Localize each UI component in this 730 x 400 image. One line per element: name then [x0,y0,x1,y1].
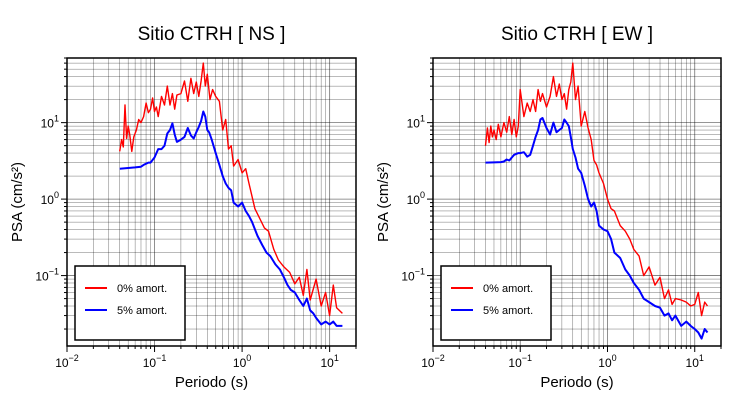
x-tick-label: 10−1 [143,353,167,370]
plot-frame [66,57,357,347]
tick-base: 10 [401,270,415,284]
x-tick-label: 100 [233,353,251,370]
x-tick-label: 10−1 [508,353,532,370]
x-tick-label: 100 [598,353,616,370]
y-tick-label: 101 [41,114,59,131]
tick-base: 10 [41,117,55,131]
tick-base: 10 [421,356,435,370]
y-axis-label: PSA (cm/s²) [9,162,26,242]
legend-label: 0% amort. [117,283,167,295]
tick-exponent: −1 [415,267,425,277]
tick-base: 10 [407,117,421,131]
plot-frame [432,57,722,347]
x-axis-label: Periodo (s) [175,374,248,391]
tick-exponent: 1 [334,353,339,363]
legend-box [74,265,186,341]
y-tick-label: 101 [407,114,425,131]
tick-exponent: −1 [156,353,166,363]
tick-base: 10 [143,356,157,370]
legend-box [440,265,552,341]
tick-exponent: −2 [69,353,79,363]
tick-exponent: −2 [435,353,445,363]
y-axis-label: PSA (cm/s²) [375,162,392,242]
tick-exponent: 1 [54,114,59,124]
legend: 0% amort. 5% amort. [74,265,186,341]
x-tick-label: 101 [686,353,704,370]
chart-title: Sitio CTRH [ EW ] [501,24,653,45]
tick-exponent: −1 [522,353,532,363]
series-line-damping-5 [119,110,343,327]
tick-base: 10 [35,270,49,284]
tick-base: 10 [320,356,334,370]
legend-label: 5% amort. [483,305,533,317]
tick-exponent: 1 [420,114,425,124]
chart-title: Sitio CTRH [ NS ] [138,24,286,45]
tick-base: 10 [508,356,522,370]
series-line-damping-5 [485,117,709,340]
tick-base: 10 [55,356,69,370]
x-tick-label: 101 [320,353,338,370]
tick-base: 10 [686,356,700,370]
tick-exponent: 1 [699,353,704,363]
series-line-damping-0 [119,62,343,317]
tick-exponent: 0 [246,353,251,363]
series-line-damping-0 [484,62,709,317]
tick-base: 10 [407,193,421,207]
tick-exponent: 0 [54,190,59,200]
legend: 0% amort. 5% amort. [440,265,552,341]
y-tick-label: 100 [407,190,425,207]
tick-base: 10 [233,356,247,370]
legend-label: 0% amort. [483,283,533,295]
x-tick-label: 10−2 [421,353,445,370]
tick-base: 10 [598,356,612,370]
x-axis-label: Periodo (s) [540,374,613,391]
legend-label: 5% amort. [117,305,167,317]
tick-base: 10 [41,193,55,207]
y-tick-label: 10−1 [401,267,425,284]
tick-exponent: 0 [612,353,617,363]
axis-ticks [427,57,722,352]
y-tick-label: 100 [41,190,59,207]
axis-ticks [61,57,357,352]
x-tick-label: 10−2 [55,353,79,370]
tick-exponent: −1 [49,267,59,277]
y-tick-label: 10−1 [35,267,59,284]
tick-exponent: 0 [420,190,425,200]
